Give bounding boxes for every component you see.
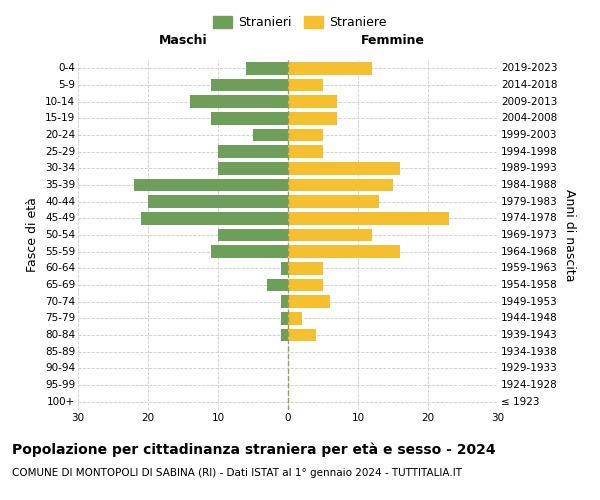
Bar	[288, 112, 337, 124]
Bar	[288, 179, 393, 192]
Bar	[190, 96, 288, 108]
Bar	[281, 329, 288, 341]
Bar	[281, 312, 288, 324]
Text: COMUNE DI MONTOPOLI DI SABINA (RI) - Dati ISTAT al 1° gennaio 2024 - TUTTITALIA.: COMUNE DI MONTOPOLI DI SABINA (RI) - Dat…	[12, 468, 462, 477]
Y-axis label: Anni di nascita: Anni di nascita	[563, 188, 576, 281]
Bar	[211, 246, 288, 258]
Bar	[211, 79, 288, 92]
Bar	[218, 146, 288, 158]
Text: Femmine: Femmine	[361, 34, 425, 46]
Bar	[288, 212, 449, 224]
Bar	[148, 196, 288, 208]
Bar	[134, 179, 288, 192]
Bar	[288, 312, 302, 324]
Bar	[288, 96, 337, 108]
Bar	[288, 229, 372, 241]
Bar	[281, 262, 288, 274]
Bar	[288, 79, 323, 92]
Bar	[218, 229, 288, 241]
Bar	[288, 279, 323, 291]
Bar	[288, 129, 323, 141]
Bar	[288, 196, 379, 208]
Legend: Stranieri, Straniere: Stranieri, Straniere	[208, 11, 392, 34]
Bar	[288, 329, 316, 341]
Bar	[288, 146, 323, 158]
Bar	[288, 262, 323, 274]
Bar	[211, 112, 288, 124]
Bar	[267, 279, 288, 291]
Bar	[288, 162, 400, 174]
Bar	[288, 62, 372, 74]
Bar	[288, 246, 400, 258]
Bar	[253, 129, 288, 141]
Y-axis label: Fasce di età: Fasce di età	[26, 198, 40, 272]
Bar	[218, 162, 288, 174]
Bar	[141, 212, 288, 224]
Text: Maschi: Maschi	[158, 34, 208, 46]
Text: Popolazione per cittadinanza straniera per età e sesso - 2024: Popolazione per cittadinanza straniera p…	[12, 442, 496, 457]
Bar	[246, 62, 288, 74]
Bar	[281, 296, 288, 308]
Bar	[288, 296, 330, 308]
